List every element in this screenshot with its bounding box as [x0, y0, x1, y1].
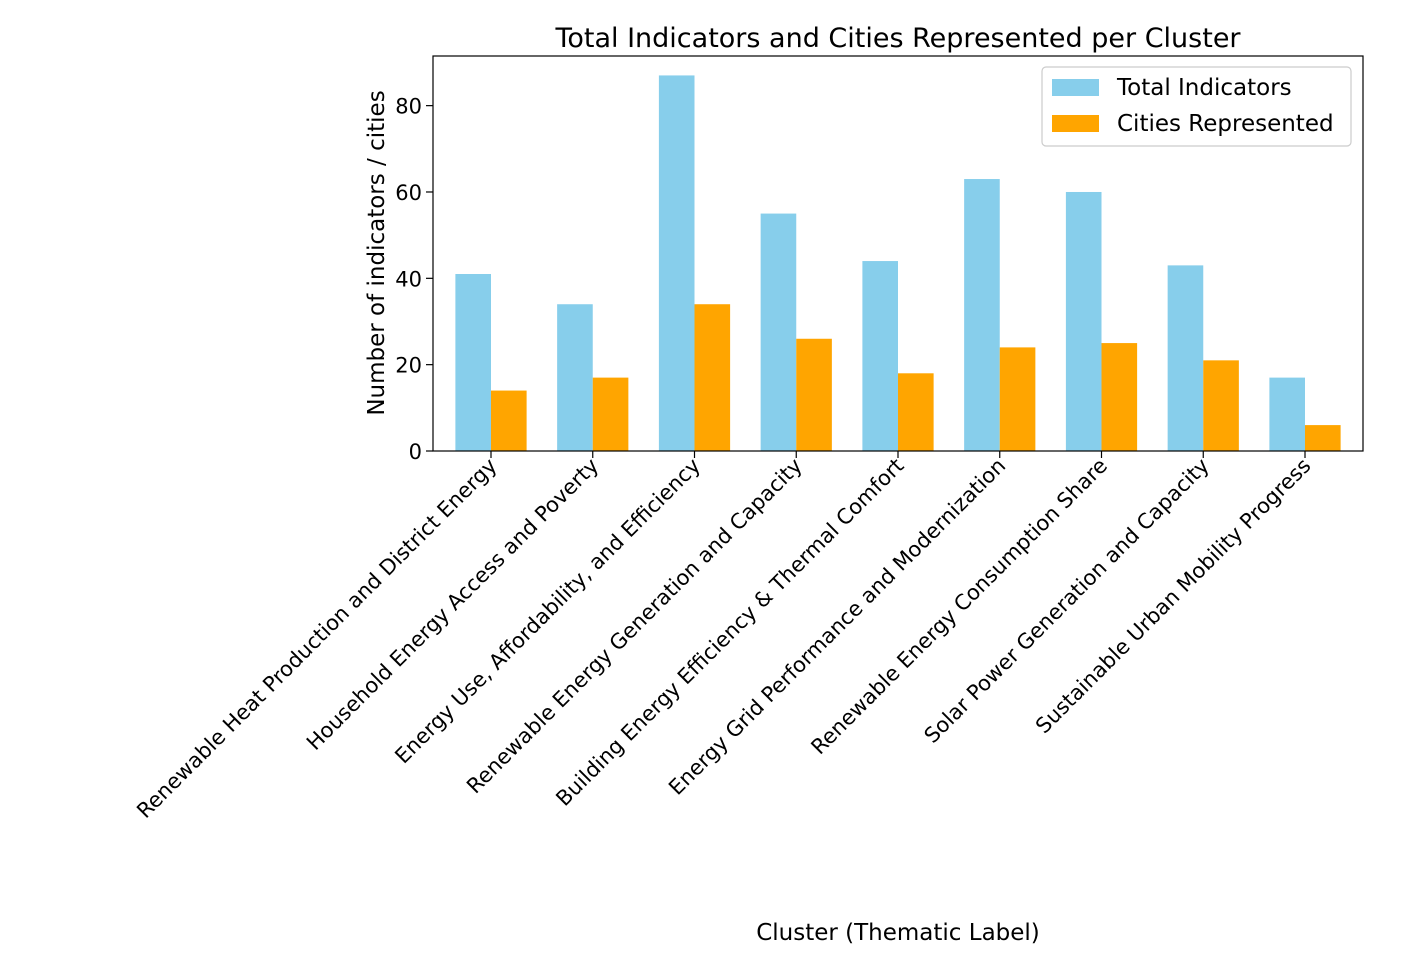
bar-total-indicators-6 [1065, 191, 1102, 451]
bar-cities-represented-8 [1305, 425, 1341, 451]
x-tick-label-3: Renewable Energy Generation and Capacity [462, 454, 807, 799]
legend-label-0: Total Indicators [1116, 75, 1292, 101]
bar-total-indicators-1 [557, 304, 593, 451]
y-tick-label-0: 0 [409, 440, 422, 464]
chart-title: Total Indicators and Cities Represented … [554, 23, 1241, 54]
x-tick-label-5: Energy Grid Performance and Modernizatio… [664, 454, 1010, 800]
bar-cities-represented-4 [898, 373, 934, 451]
legend: Total Indicators Cities Represented [1041, 66, 1352, 147]
bar-total-indicators-5 [964, 179, 1000, 452]
bar-cities-represented-2 [694, 304, 731, 451]
x-tick-label-0: Renewable Heat Production and District E… [132, 454, 501, 823]
legend-box [1041, 66, 1352, 147]
legend-label-1: Cities Represented [1117, 111, 1334, 137]
bar-total-indicators-8 [1269, 377, 1306, 451]
bar-cities-represented-3 [796, 338, 832, 451]
bar-cities-represented-1 [592, 377, 629, 451]
y-axis: 0 20 40 60 80 [395, 95, 433, 464]
y-axis-label: Number of indicators / cities [364, 90, 390, 415]
x-tick-label-4: Building Energy Efficiency & Thermal Com… [551, 454, 908, 811]
bar-cities-represented-0 [490, 390, 527, 451]
bars-layer [455, 75, 1341, 452]
bar-total-indicators-7 [1167, 265, 1204, 451]
y-tick-label-1: 20 [395, 354, 422, 378]
y-tick-label-4: 80 [395, 95, 422, 119]
bar-cities-represented-7 [1203, 360, 1239, 451]
x-axis-label: Cluster (Thematic Label) [756, 920, 1040, 946]
legend-swatch-0 [1052, 79, 1099, 96]
bar-total-indicators-3 [760, 213, 797, 451]
y-tick-label-2: 40 [395, 267, 422, 291]
y-tick-label-3: 60 [395, 181, 422, 205]
legend-swatch-1 [1052, 115, 1099, 132]
x-axis: Renewable Heat Production and District E… [132, 451, 1316, 823]
bar-total-indicators-2 [658, 75, 695, 451]
bar-cities-represented-6 [1101, 343, 1138, 451]
bar-total-indicators-0 [455, 274, 491, 451]
bar-cities-represented-5 [999, 347, 1036, 451]
bar-total-indicators-4 [862, 261, 898, 451]
